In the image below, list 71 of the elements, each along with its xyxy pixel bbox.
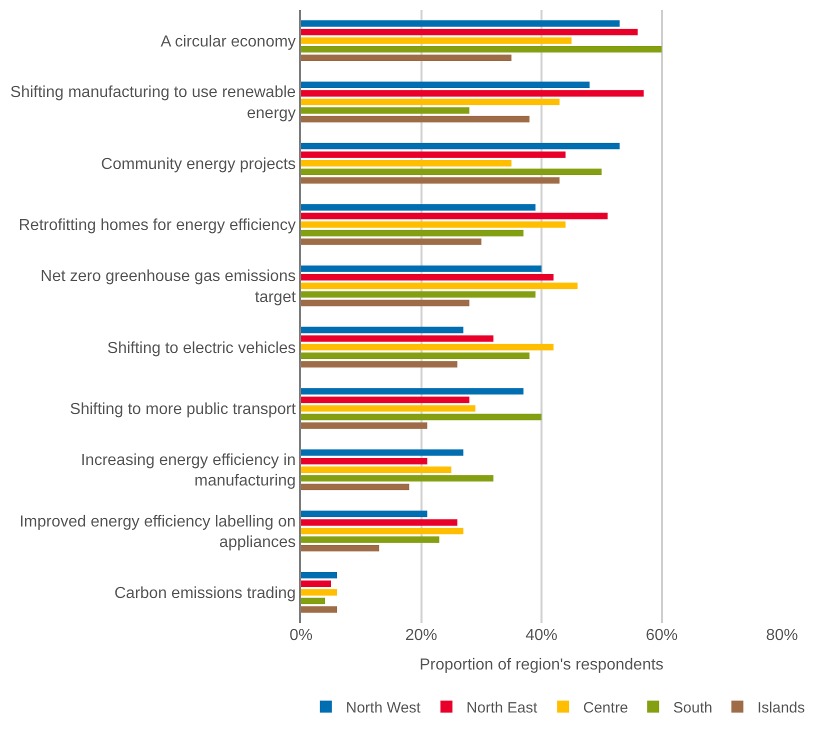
bar xyxy=(301,396,470,404)
bar xyxy=(301,589,338,596)
bar xyxy=(301,326,464,334)
x-tick-label: 0% xyxy=(289,627,313,644)
legend-label: Centre xyxy=(583,700,628,717)
bar xyxy=(301,168,602,176)
bar xyxy=(301,82,590,88)
bar xyxy=(301,422,428,429)
bar xyxy=(301,300,470,306)
bar xyxy=(301,20,620,27)
legend-label: North East xyxy=(466,700,538,717)
bar xyxy=(301,466,452,473)
bar xyxy=(301,405,476,412)
bar xyxy=(301,54,512,62)
y-tick-label: Shifting to electric vehicles xyxy=(107,340,296,357)
bar xyxy=(301,151,566,158)
bar xyxy=(301,37,572,44)
x-tick-label: 40% xyxy=(525,627,558,644)
legend-label: North West xyxy=(346,700,422,717)
bar xyxy=(301,580,332,587)
x-tick-label: 60% xyxy=(646,627,678,644)
bar xyxy=(301,142,620,150)
bar xyxy=(301,352,530,359)
bar xyxy=(301,606,338,613)
bar xyxy=(301,90,644,97)
bar xyxy=(301,221,566,228)
y-tick-label: Shifting to more public transport xyxy=(70,401,296,418)
bar xyxy=(301,449,464,456)
bar xyxy=(301,484,410,490)
y-tick-label: Community energy projects xyxy=(101,156,296,173)
y-tick-label: Retrofitting homes for energy efficiency xyxy=(18,217,296,234)
bar xyxy=(301,536,440,543)
bar xyxy=(301,458,428,464)
bar xyxy=(301,265,542,272)
bar xyxy=(301,28,638,36)
x-axis-title: Proportion of region's respondents xyxy=(419,656,664,674)
legend-label: Islands xyxy=(757,700,805,717)
bar xyxy=(301,204,536,211)
x-tick-label: 80% xyxy=(766,627,798,644)
bar xyxy=(301,335,494,342)
y-tick-label: Increasing energy efficiency in manufacturing xyxy=(80,452,296,490)
bar xyxy=(301,545,380,552)
bar xyxy=(301,291,536,298)
bar xyxy=(301,230,524,236)
bar xyxy=(301,528,464,534)
bar xyxy=(301,519,458,526)
bar xyxy=(301,361,458,368)
y-tick-label: Shifting manufacturing to use renewable energy xyxy=(10,84,296,122)
bar xyxy=(301,274,554,280)
bar xyxy=(301,598,326,604)
bar xyxy=(301,475,494,482)
bar xyxy=(301,414,542,420)
y-tick-label: Carbon emissions trading xyxy=(114,584,296,602)
y-tick-label: A circular economy xyxy=(160,33,296,50)
bar xyxy=(301,510,428,518)
bar xyxy=(301,107,470,114)
bar xyxy=(301,238,482,245)
bar xyxy=(301,282,578,290)
y-tick-label: Net zero greenhouse gas emissions target xyxy=(40,268,296,306)
bar xyxy=(301,98,560,106)
bar xyxy=(301,572,338,578)
bar xyxy=(301,116,530,122)
x-tick-label: 20% xyxy=(405,627,438,644)
bar xyxy=(301,160,512,166)
bar xyxy=(301,388,524,394)
bar xyxy=(301,212,608,220)
y-tick-label: Improved energy efficiency labelling on appliances xyxy=(19,513,296,552)
bar xyxy=(301,344,554,350)
bar xyxy=(301,46,662,52)
legend-label: South xyxy=(673,700,712,717)
bar xyxy=(301,177,560,184)
